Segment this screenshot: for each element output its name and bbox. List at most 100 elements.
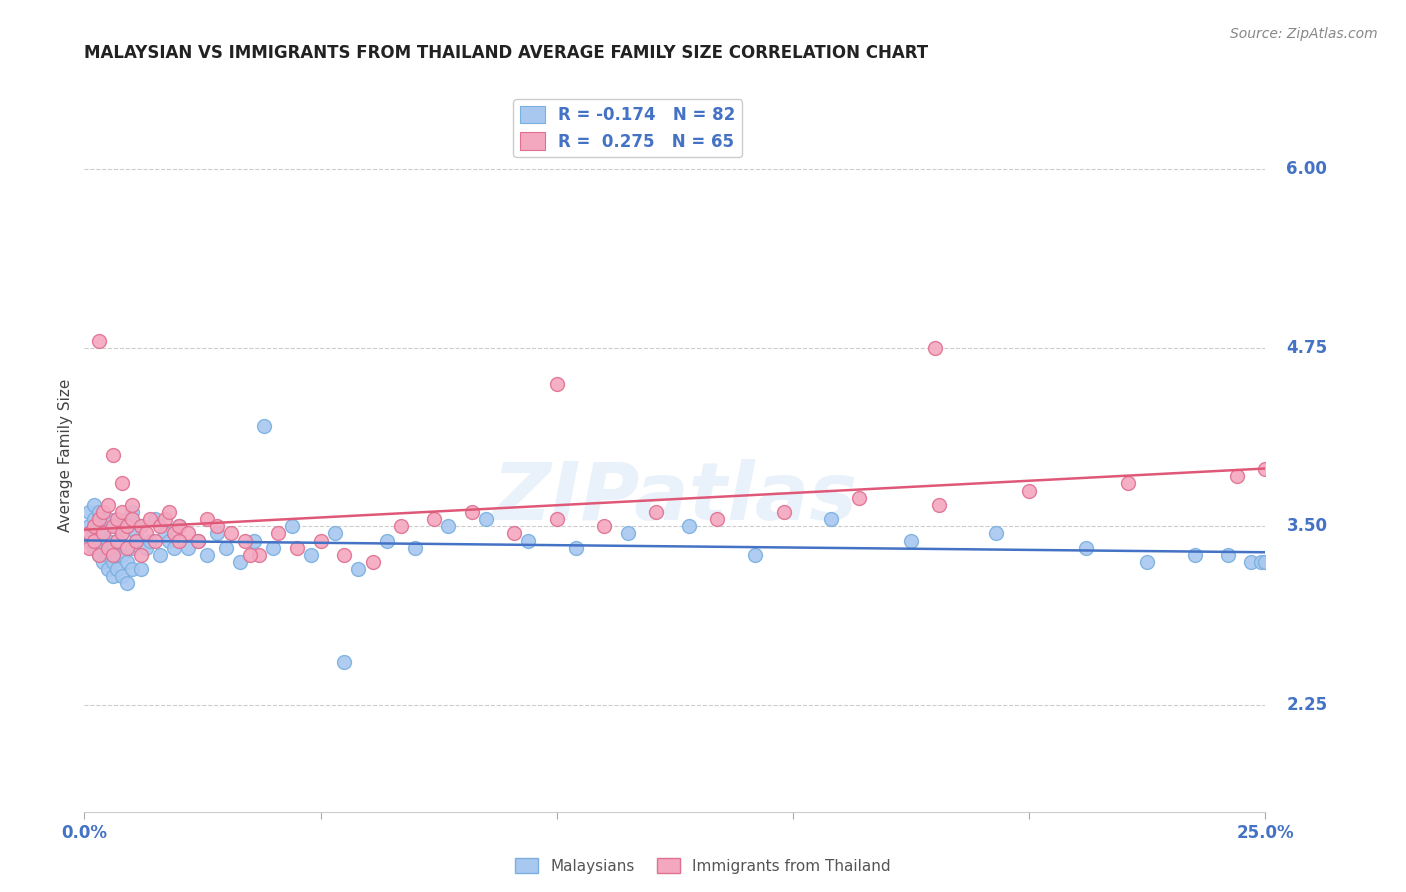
Point: [129, 519, 152, 533]
Point: [87, 548, 110, 562]
Point: [167, 533, 190, 548]
Point: [1250, 555, 1272, 569]
Point: [233, 533, 256, 548]
Point: [91, 526, 114, 541]
Point: [83, 541, 105, 555]
Point: [97, 519, 120, 533]
Point: [107, 533, 129, 548]
Point: [900, 533, 922, 548]
Point: [205, 519, 228, 533]
Y-axis label: Average Family Size: Average Family Size: [58, 378, 73, 532]
Point: [229, 555, 252, 569]
Point: [437, 519, 460, 533]
Point: [107, 533, 129, 548]
Point: [215, 541, 238, 555]
Point: [87, 512, 110, 526]
Point: [143, 512, 166, 526]
Point: [404, 541, 426, 555]
Point: [1118, 476, 1140, 491]
Point: [177, 541, 200, 555]
Point: [423, 512, 446, 526]
Point: [187, 533, 209, 548]
Point: [111, 505, 134, 519]
Point: [333, 655, 356, 669]
Text: MALAYSIAN VS IMMIGRANTS FROM THAILAND AVERAGE FAMILY SIZE CORRELATION CHART: MALAYSIAN VS IMMIGRANTS FROM THAILAND AV…: [84, 45, 928, 62]
Text: 4.75: 4.75: [1286, 339, 1327, 357]
Point: [97, 533, 120, 548]
Point: [177, 526, 200, 541]
Point: [121, 505, 143, 519]
Point: [678, 519, 700, 533]
Point: [347, 562, 370, 576]
Point: [1226, 469, 1249, 483]
Point: [219, 526, 242, 541]
Point: [135, 541, 157, 555]
Point: [111, 526, 134, 541]
Point: [129, 562, 152, 576]
Text: ZIPatlas: ZIPatlas: [492, 458, 858, 537]
Point: [115, 512, 138, 526]
Point: [101, 448, 124, 462]
Point: [91, 526, 114, 541]
Point: [87, 519, 110, 533]
Text: Source: ZipAtlas.com: Source: ZipAtlas.com: [1230, 27, 1378, 41]
Point: [924, 341, 946, 355]
Point: [772, 505, 794, 519]
Point: [107, 562, 129, 576]
Point: [195, 548, 218, 562]
Point: [848, 491, 870, 505]
Legend: Malaysians, Immigrants from Thailand: Malaysians, Immigrants from Thailand: [509, 852, 897, 880]
Point: [97, 562, 120, 576]
Point: [281, 519, 304, 533]
Point: [121, 562, 143, 576]
Point: [129, 548, 152, 562]
Legend: R = -0.174   N = 82, R =  0.275   N = 65: R = -0.174 N = 82, R = 0.275 N = 65: [513, 99, 742, 157]
Point: [285, 541, 308, 555]
Point: [125, 533, 148, 548]
Point: [546, 376, 568, 391]
Point: [820, 512, 842, 526]
Point: [503, 526, 526, 541]
Point: [163, 541, 186, 555]
Point: [187, 533, 209, 548]
Point: [984, 526, 1007, 541]
Point: [1136, 555, 1159, 569]
Point: [546, 512, 568, 526]
Point: [91, 512, 114, 526]
Point: [101, 519, 124, 533]
Point: [1184, 548, 1206, 562]
Point: [111, 569, 134, 583]
Point: [1240, 555, 1263, 569]
Point: [299, 548, 322, 562]
Point: [115, 576, 138, 591]
Point: [101, 541, 124, 555]
Point: [87, 512, 110, 526]
Text: 2.25: 2.25: [1286, 696, 1327, 714]
Point: [115, 555, 138, 569]
Point: [616, 526, 638, 541]
Point: [157, 533, 180, 548]
Point: [149, 519, 172, 533]
Point: [91, 541, 114, 555]
Point: [97, 548, 120, 562]
Point: [101, 569, 124, 583]
Point: [77, 505, 100, 519]
Point: [111, 476, 134, 491]
Point: [83, 519, 105, 533]
Point: [97, 498, 120, 512]
Point: [135, 526, 157, 541]
Point: [253, 419, 276, 434]
Point: [107, 519, 129, 533]
Point: [262, 541, 284, 555]
Point: [1254, 462, 1277, 476]
Point: [928, 498, 950, 512]
Point: [323, 526, 346, 541]
Point: [167, 519, 190, 533]
Point: [461, 505, 484, 519]
Point: [107, 512, 129, 526]
Point: [111, 526, 134, 541]
Point: [744, 548, 766, 562]
Point: [375, 533, 398, 548]
Point: [309, 533, 332, 548]
Point: [125, 526, 148, 541]
